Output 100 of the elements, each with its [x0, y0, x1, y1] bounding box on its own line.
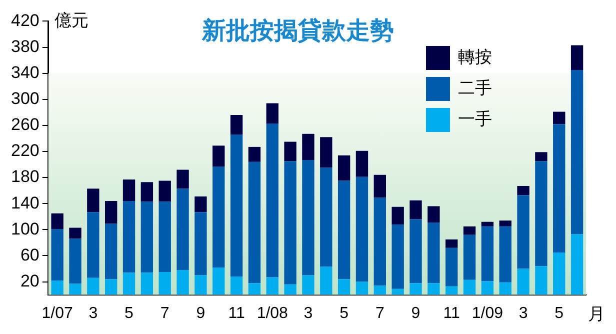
bar [499, 282, 512, 295]
bar [51, 229, 64, 280]
bar [266, 277, 278, 295]
x-tick-label: 11 [228, 304, 245, 322]
bar [374, 286, 386, 295]
bar [87, 278, 100, 295]
x-tick-label: 7 [375, 304, 384, 322]
bar [338, 279, 350, 295]
legend-label: 二手 [458, 78, 492, 98]
bar [230, 115, 243, 135]
bar [481, 226, 494, 282]
bar [158, 180, 171, 202]
bar [374, 174, 386, 198]
x-tick-label: 9 [196, 304, 206, 322]
bar [481, 281, 494, 295]
chart-title: 新批按揭貸款走勢 [201, 18, 394, 45]
y-tick-label: 380 [10, 36, 40, 56]
y-tick-label: 140 [10, 193, 40, 212]
y-tick-label: 100 [10, 219, 40, 238]
bar [338, 155, 350, 181]
bar [338, 180, 350, 280]
bar [428, 222, 440, 284]
bar [410, 283, 422, 295]
legend-label: 轉按 [458, 48, 492, 67]
bar [463, 226, 476, 235]
bar [284, 142, 296, 162]
bar [463, 234, 476, 280]
bar [176, 188, 189, 270]
bar [320, 168, 332, 267]
bar [463, 280, 476, 295]
bar [266, 103, 278, 124]
y-tick-label: 60 [20, 245, 40, 264]
x-tick-label: 7 [160, 304, 170, 322]
bar [69, 284, 82, 295]
bar [194, 275, 207, 295]
bar [410, 200, 422, 220]
bar [140, 182, 154, 202]
bar [392, 206, 404, 224]
bar [553, 124, 566, 252]
x-tick-label: 1/07 [42, 304, 73, 322]
bar [69, 238, 82, 284]
bar [410, 219, 422, 284]
bar [176, 270, 189, 295]
bar [69, 228, 82, 239]
bar [570, 234, 584, 295]
x-tick-label: 9 [411, 304, 420, 322]
bar [248, 283, 261, 295]
bar [194, 196, 207, 212]
bar [87, 188, 100, 212]
bar [212, 267, 225, 295]
bar [104, 224, 118, 280]
bar [374, 198, 386, 286]
bar [428, 283, 440, 295]
bar [122, 200, 136, 273]
x-tick-label: 1/09 [472, 304, 504, 322]
bar [230, 276, 243, 295]
x-tick-label: 5 [340, 304, 349, 322]
x-tick-label: 1/08 [256, 304, 288, 322]
bar [570, 70, 584, 234]
bar [140, 202, 154, 273]
bar [553, 252, 566, 295]
y-tick-label: 20 [20, 271, 40, 290]
bar [176, 170, 189, 189]
bar [158, 272, 171, 295]
bar [570, 45, 584, 70]
bar [446, 248, 458, 286]
bar [392, 288, 404, 295]
bar [212, 166, 225, 268]
bar [517, 268, 530, 295]
y-tick-label: 340 [10, 63, 40, 82]
bar [517, 186, 530, 196]
y-tick-label: 260 [10, 115, 40, 134]
bar [356, 176, 368, 282]
bar [248, 146, 261, 162]
bar [302, 134, 314, 160]
bar [122, 272, 136, 295]
x-tick-label: 3 [304, 304, 313, 322]
bar [320, 137, 332, 168]
bar [302, 275, 314, 295]
bar [392, 224, 404, 289]
x-tick-label: 5 [554, 304, 564, 322]
bar [535, 266, 548, 295]
bar [499, 226, 512, 282]
x-axis-title: 月 [588, 304, 605, 324]
bar [104, 279, 118, 295]
bar [51, 280, 64, 295]
bar [51, 213, 64, 230]
bar [266, 123, 278, 278]
bar [212, 146, 225, 166]
x-tick-label: 5 [124, 304, 134, 322]
bar [104, 200, 118, 224]
bar [158, 202, 171, 272]
bar [284, 284, 296, 295]
bar [140, 272, 154, 295]
bar [356, 150, 368, 177]
y-tick-label: 420 [10, 10, 40, 30]
bar [284, 161, 296, 284]
bar [428, 206, 440, 222]
bar [302, 160, 314, 276]
bar [535, 152, 548, 162]
